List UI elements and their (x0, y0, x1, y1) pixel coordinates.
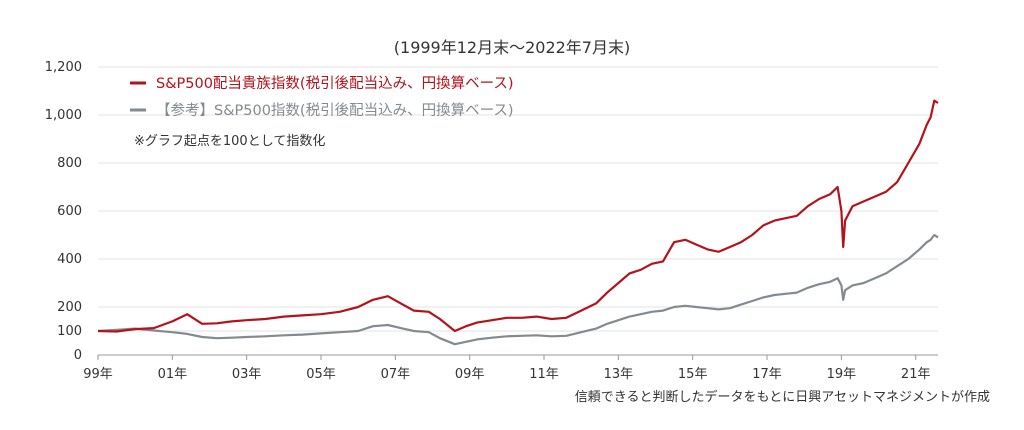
x-tick-label: 09年 (455, 367, 485, 382)
x-tick-label: 17年 (752, 367, 782, 382)
x-tick-label: 99年 (83, 367, 113, 382)
y-tick-label: 1,200 (45, 60, 82, 75)
source-note: 信頼できると判断したデータをもとに日興アセットマネジメントが作成 (574, 390, 990, 405)
legend: S&P500配当貴族指数(税引後配当込み、円換算ベース) 【参考】S&P500指数… (130, 75, 514, 149)
chart-note: ※グラフ起点を100として指数化 (134, 134, 325, 149)
x-tick-label: 19年 (827, 367, 857, 382)
y-tick-label: 200 (57, 300, 82, 315)
y-axis-ticks: 0 100 200 400 600 800 1,000 1,200 (45, 60, 82, 363)
legend-label-0: S&P500配当貴族指数(税引後配当込み、円換算ベース) (156, 75, 514, 92)
legend-label-1: 【参考】S&P500指数(税引後配当込み、円換算ベース) (156, 102, 514, 119)
x-tick-label: 07年 (381, 367, 411, 382)
y-tick-label: 100 (57, 324, 82, 339)
x-tick-label: 01年 (158, 367, 188, 382)
x-axis: 99年 01年 03年 05年 07年 09年 11年 13年 15年 17年 19年 21年 (83, 355, 930, 382)
y-tick-label: 800 (57, 156, 82, 171)
x-tick-label: 13年 (604, 367, 634, 382)
gridlines (98, 66, 938, 356)
x-tick-label: 03年 (232, 367, 262, 382)
x-tick-label: 11年 (529, 367, 559, 382)
y-tick-label: 0 (74, 348, 82, 363)
series-lines (97, 99, 939, 346)
x-tick-label: 21年 (901, 367, 931, 382)
series-line-0 (97, 99, 939, 333)
chart-subtitle: (1999年12月末～2022年7月末) (393, 38, 631, 57)
x-tick-label: 15年 (678, 367, 708, 382)
x-tick-label: 05年 (306, 367, 336, 382)
y-tick-label: 600 (57, 204, 82, 219)
series-line-1 (97, 233, 939, 346)
y-tick-label: 400 (57, 252, 82, 267)
y-tick-label: 1,000 (45, 108, 82, 123)
